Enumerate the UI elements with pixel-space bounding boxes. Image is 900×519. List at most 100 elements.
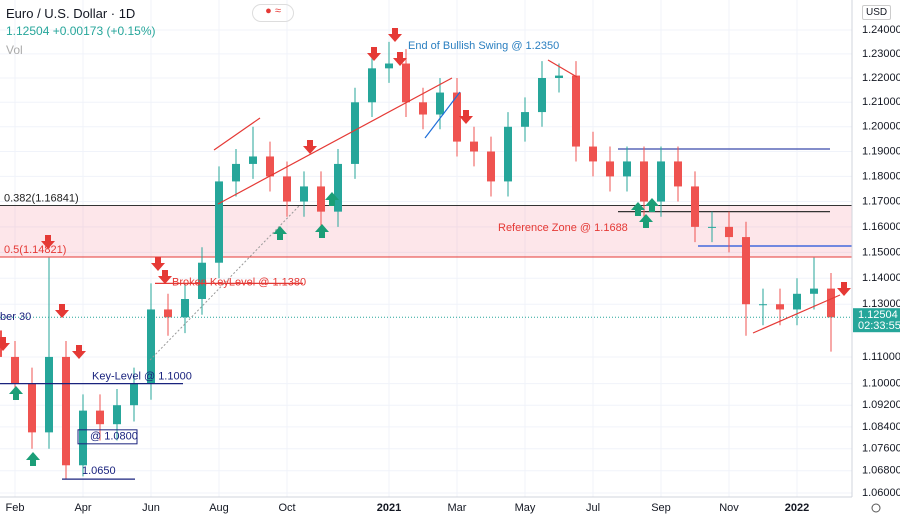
candle-body (385, 63, 393, 69)
sell-arrow (72, 345, 86, 359)
y-tick-label: 1.06800 (862, 465, 900, 477)
candle-body (215, 181, 223, 263)
y-tick-label: 1.09200 (862, 399, 900, 411)
y-tick-label: 1.08400 (862, 421, 900, 433)
candle-body (776, 304, 784, 310)
candle-body (317, 186, 325, 212)
candle-body (351, 102, 359, 164)
sell-arrow (367, 47, 381, 61)
candle-body (62, 356, 70, 466)
candle-body (691, 186, 699, 227)
x-axis-bg (0, 497, 900, 519)
candle-body (181, 299, 189, 318)
candle-body (657, 161, 665, 202)
candle-body (45, 356, 53, 433)
y-tick-label: 1.24000 (862, 24, 900, 36)
candle-body (521, 112, 529, 127)
settings-icon[interactable] (871, 503, 881, 513)
candle-body (334, 163, 342, 212)
price-tag (853, 308, 900, 333)
level-box (77, 429, 138, 445)
candle-body (419, 102, 427, 115)
annotation: Reference Zone @ 1.1688 (498, 222, 628, 234)
candle-body (96, 410, 104, 425)
y-tick-label: 1.16000 (862, 221, 900, 233)
status-pill[interactable]: ● ≈ (252, 4, 294, 22)
trend-line (424, 91, 461, 139)
candle-body (504, 126, 512, 182)
candle-body (487, 151, 495, 182)
change: +0.00173 (+0.15%) (52, 24, 156, 38)
sell-arrow (459, 110, 473, 124)
candle-body (623, 161, 631, 177)
price-tag-timer: 02:33:55 (858, 320, 900, 332)
candle-body (249, 156, 257, 164)
y-tick-label: 1.20000 (862, 121, 900, 133)
y-axis-bg (852, 0, 900, 519)
grid (0, 0, 852, 497)
buy-arrow (639, 214, 653, 228)
candle-body (79, 410, 87, 466)
candle-body (589, 146, 597, 162)
candles (0, 41, 852, 480)
candle-body (742, 237, 750, 305)
candle-body (147, 309, 155, 384)
candle-body (453, 92, 461, 142)
candle-body (708, 226, 716, 228)
annotation: Key-Level @ 1.1000 (92, 371, 192, 383)
buy-arrow (26, 452, 40, 466)
x-tick-label: Jun (142, 502, 160, 514)
buy-arrow (9, 386, 23, 400)
candle-body (28, 383, 36, 433)
currency[interactable]: USD (862, 5, 892, 20)
sell-arrow (41, 235, 55, 249)
candle-body (113, 405, 121, 425)
x-tick-label: Aug (209, 502, 229, 514)
y-tick-label: 1.17000 (862, 195, 900, 207)
buy-arrow (645, 198, 659, 212)
y-tick-label: 1.13000 (862, 298, 900, 310)
annotation: Broken KeyLevel @ 1.1380 (172, 276, 306, 288)
candle-body (538, 78, 546, 113)
x-tick-label: Feb (6, 502, 25, 514)
candle-body (300, 186, 308, 202)
candle-body (436, 92, 444, 115)
candle-body (232, 163, 240, 182)
candle-body (810, 288, 818, 294)
candle-body (572, 75, 580, 147)
candle-body (164, 309, 172, 318)
candle-body (640, 161, 648, 202)
candle-body (266, 156, 274, 177)
candle-body (368, 68, 376, 103)
sell-arrow (55, 304, 69, 318)
fib-label: 0.5(1.14821) (4, 244, 66, 256)
x-tick-label: Oct (278, 502, 295, 514)
vol-label: Vol (6, 43, 23, 57)
candle-body (555, 75, 563, 79)
trend-line (217, 77, 453, 205)
annotation: ber 30 (0, 311, 31, 323)
y-tick-label: 1.19000 (862, 145, 900, 157)
candle-body (470, 141, 478, 152)
sell-arrow (0, 337, 10, 351)
x-tick-label: Jul (586, 502, 600, 514)
x-tick-label: Mar (448, 502, 467, 514)
x-tick-label: May (515, 502, 536, 514)
candle-body (827, 288, 835, 318)
y-tick-label: 1.15000 (862, 246, 900, 258)
y-tick-label: 1.07600 (862, 443, 900, 455)
candle-body (759, 304, 767, 306)
y-tick-label: 1.14000 (862, 272, 900, 284)
candle-body (198, 262, 206, 300)
trend-line (213, 117, 261, 151)
x-tick-label: 2021 (377, 502, 401, 514)
sell-arrow (151, 257, 165, 271)
fib-label: 0.382(1.16841) (4, 192, 79, 204)
symbol: Euro / U.S. Dollar · 1D (6, 6, 136, 21)
y-tick-label: 1.11000 (862, 351, 900, 363)
annotation: End of Bullish Swing @ 1.2350 (408, 40, 559, 52)
x-tick-label: Sep (651, 502, 671, 514)
